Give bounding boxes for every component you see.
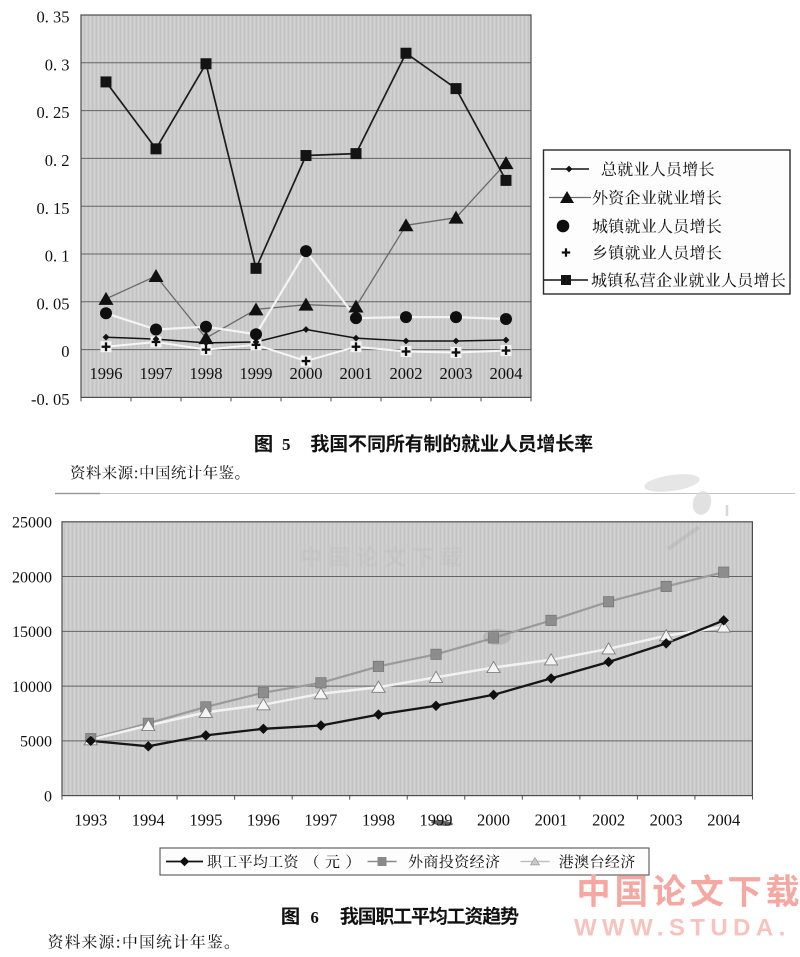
- svg-text:1997: 1997: [140, 364, 173, 383]
- svg-text:0. 35: 0. 35: [37, 8, 70, 27]
- svg-text:1997: 1997: [304, 811, 337, 830]
- svg-text:1998: 1998: [190, 364, 223, 383]
- svg-text:1996: 1996: [90, 364, 123, 383]
- svg-text:2002: 2002: [592, 811, 625, 830]
- svg-text:25000: 25000: [12, 515, 52, 532]
- svg-text:2004: 2004: [707, 811, 740, 830]
- svg-text:0. 2: 0. 2: [45, 151, 70, 170]
- svg-text:1999: 1999: [420, 811, 453, 830]
- svg-text:6: 6: [311, 908, 319, 927]
- svg-text:2000: 2000: [290, 364, 323, 383]
- svg-text:1998: 1998: [362, 811, 395, 830]
- svg-text:10000: 10000: [12, 679, 52, 696]
- svg-text:2000: 2000: [477, 811, 510, 830]
- svg-text:1995: 1995: [189, 811, 222, 830]
- svg-text:-0. 05: -0. 05: [31, 390, 70, 409]
- svg-text:0. 15: 0. 15: [37, 199, 70, 218]
- svg-text:0: 0: [44, 788, 52, 805]
- svg-text:0. 25: 0. 25: [37, 103, 70, 122]
- svg-text:0. 05: 0. 05: [37, 294, 70, 313]
- svg-text:0: 0: [61, 342, 69, 361]
- svg-text:20000: 20000: [12, 569, 52, 586]
- svg-text:2003: 2003: [440, 364, 473, 383]
- svg-text:WWW.STUDA.: WWW.STUDA.: [574, 915, 791, 942]
- svg-text:2001: 2001: [340, 364, 373, 383]
- svg-text:2004: 2004: [490, 364, 523, 383]
- svg-text:5: 5: [282, 435, 291, 454]
- svg-text:2002: 2002: [390, 364, 423, 383]
- svg-text:1993: 1993: [74, 811, 107, 830]
- svg-text:1999: 1999: [240, 364, 273, 383]
- svg-text:5000: 5000: [20, 734, 52, 751]
- svg-text:0. 3: 0. 3: [45, 55, 70, 74]
- svg-text:1994: 1994: [132, 811, 165, 830]
- svg-text:15000: 15000: [12, 624, 52, 641]
- svg-text:2001: 2001: [535, 811, 568, 830]
- svg-text:1996: 1996: [247, 811, 280, 830]
- svg-text:0. 1: 0. 1: [45, 247, 70, 266]
- svg-text:2003: 2003: [650, 811, 683, 830]
